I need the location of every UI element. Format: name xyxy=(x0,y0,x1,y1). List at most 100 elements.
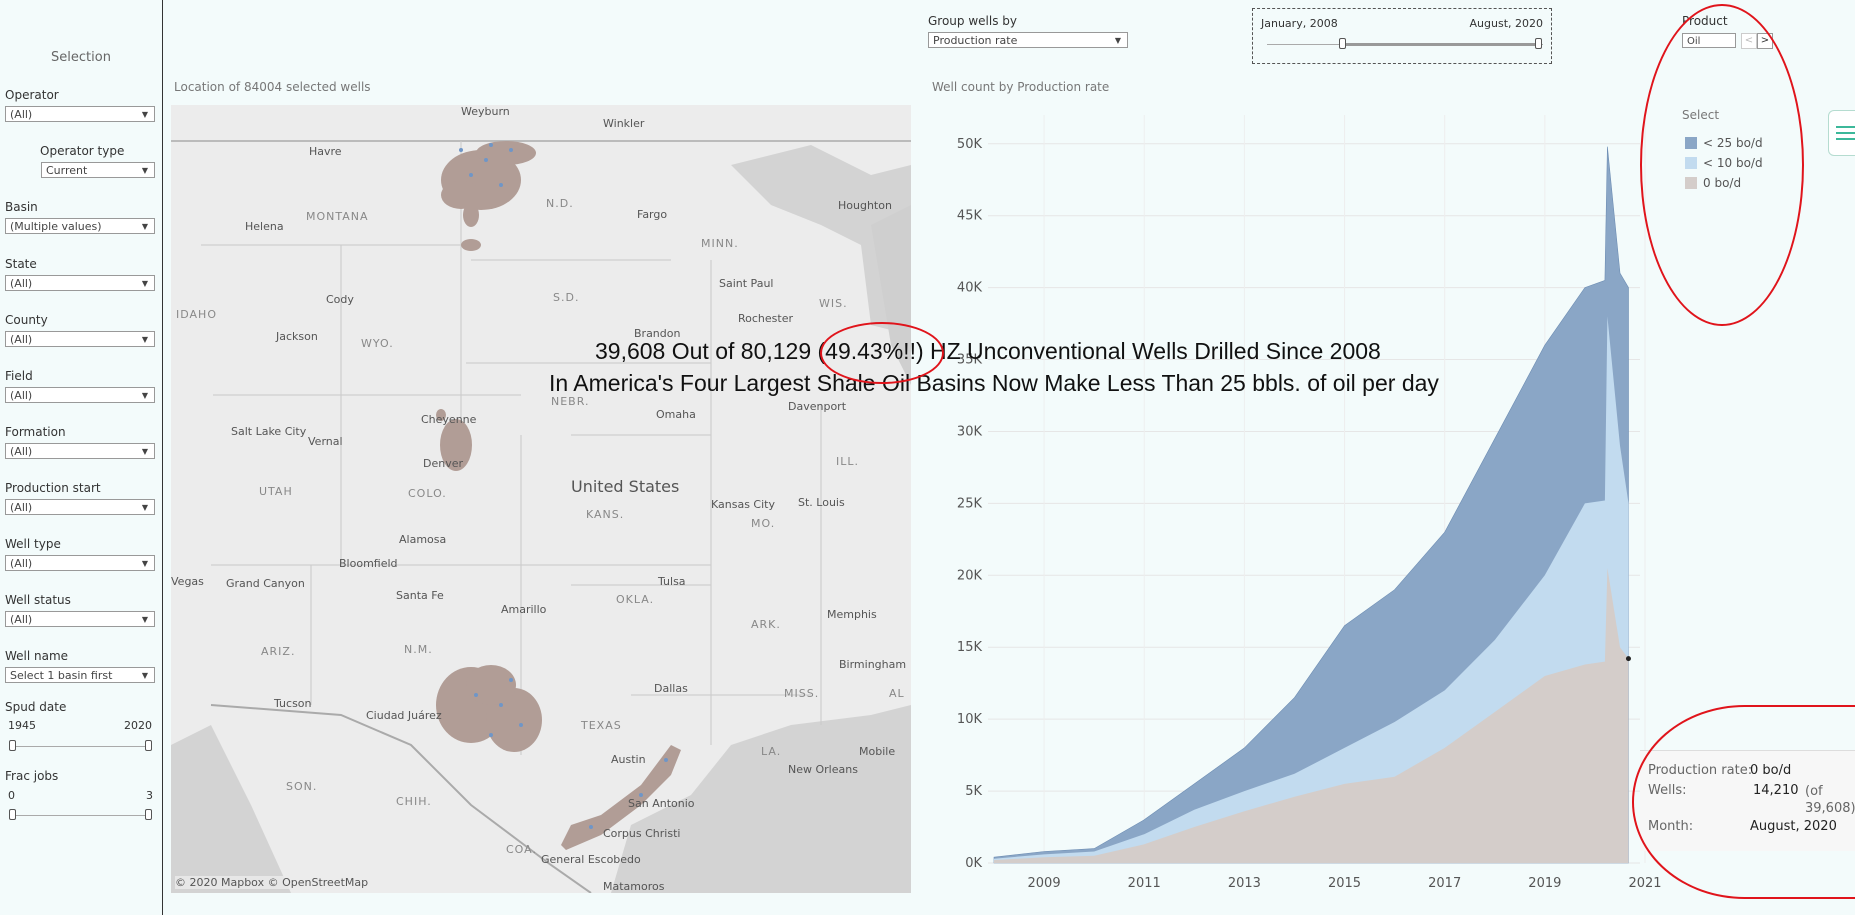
y-tick-label: 15K xyxy=(957,640,983,655)
map-label-salt-lake-city: Salt Lake City xyxy=(231,425,307,438)
x-tick-label: 2021 xyxy=(1628,876,1661,891)
map-label-mo-: MO. xyxy=(751,517,776,530)
state-value: (All) xyxy=(10,277,33,290)
map-label-miss-: MISS. xyxy=(784,687,820,700)
operator-type-label: Operator type xyxy=(40,144,125,158)
map-label-rochester: Rochester xyxy=(738,312,793,325)
frac-jobs-handle-min[interactable] xyxy=(9,809,16,820)
county-dropdown[interactable]: (All) ▼ xyxy=(5,331,155,347)
annotation-circle-tooltip xyxy=(1632,705,1855,899)
y-tick-label: 40K xyxy=(957,281,983,296)
well-status-dropdown[interactable]: (All) ▼ xyxy=(5,611,155,627)
well-status-value: (All) xyxy=(10,613,33,626)
map-label-memphis: Memphis xyxy=(827,608,877,621)
map-label-ark-: ARK. xyxy=(751,618,781,631)
map-label-united-states: United States xyxy=(571,477,680,496)
headline-line-1: 39,608 Out of 80,129 (49.43%!!) HZ Uncon… xyxy=(595,338,1381,364)
map-label-n-d-: N.D. xyxy=(546,197,574,210)
basin-dropdown[interactable]: (Multiple values) ▼ xyxy=(5,218,155,234)
date-range-handle-end[interactable] xyxy=(1535,38,1542,49)
production-start-label: Production start xyxy=(5,481,101,495)
group-wells-label: Group wells by xyxy=(928,14,1017,28)
map-label-n-m-: N.M. xyxy=(404,643,433,656)
production-start-dropdown[interactable]: (All) ▼ xyxy=(5,499,155,515)
map-label-wis-: WIS. xyxy=(819,297,848,310)
y-tick-label: 35K xyxy=(957,353,983,368)
map-label-utah: UTAH xyxy=(259,485,293,498)
spud-date-handle-max[interactable] xyxy=(145,740,152,751)
map-label-st-louis: St. Louis xyxy=(798,496,845,509)
formation-dropdown[interactable]: (All) ▼ xyxy=(5,443,155,459)
map-label-cheyenne: Cheyenne xyxy=(421,413,477,426)
field-value: (All) xyxy=(10,389,33,402)
map-label-san-antonio: San Antonio xyxy=(628,797,695,810)
map-label-ciudad-ju-rez: Ciudad Juárez xyxy=(366,709,442,722)
state-label: State xyxy=(5,257,37,271)
map-label-vernal: Vernal xyxy=(308,435,343,448)
frac-jobs-slider[interactable] xyxy=(12,815,150,816)
headline-line-2: In America's Four Largest Shale Oil Basi… xyxy=(549,370,1439,396)
spud-date-label: Spud date xyxy=(5,700,67,714)
operator-value: (All) xyxy=(10,108,33,121)
well-count-chart[interactable]: 0K 5K 10K 15K 20K 25K 30K 35K 40K 45K 50K 2009 2011 2… xyxy=(930,105,1675,895)
county-value: (All) xyxy=(10,333,33,346)
well-name-label: Well name xyxy=(5,649,69,663)
chart-plot: 0K 5K 10K 15K 20K 25K 30K 35K 40K 45K 50K 2009 2011 2… xyxy=(957,115,1662,891)
date-range-selected xyxy=(1343,43,1539,46)
date-range-start: January, 2008 xyxy=(1261,17,1338,30)
frac-jobs-handle-max[interactable] xyxy=(145,809,152,820)
chart-title: Well count by Production rate xyxy=(932,80,1110,94)
production-start-value: (All) xyxy=(10,501,33,514)
map-label-grand-canyon: Grand Canyon xyxy=(226,577,305,590)
map-label-corpus-christi: Corpus Christi xyxy=(603,827,681,840)
spud-date-max: 2020 xyxy=(124,719,152,732)
map-title: Location of 84004 selected wells xyxy=(174,80,371,94)
map-label-chih-: CHIH. xyxy=(396,795,432,808)
y-tick-label: 10K xyxy=(957,712,983,727)
map-base xyxy=(171,105,911,893)
menu-icon xyxy=(1836,126,1855,140)
state-dropdown[interactable]: (All) ▼ xyxy=(5,275,155,291)
basin-label: Basin xyxy=(5,200,38,214)
map-label-new-orleans: New Orleans xyxy=(788,763,858,776)
map-label-denver: Denver xyxy=(423,457,464,470)
map-label-cody: Cody xyxy=(326,293,354,306)
chevron-down-icon: ▼ xyxy=(141,279,148,288)
chevron-down-icon: ▼ xyxy=(141,335,148,344)
spud-date-handle-min[interactable] xyxy=(9,740,16,751)
well-name-dropdown[interactable]: Select 1 basin first ▼ xyxy=(5,667,155,683)
map-label-alamosa: Alamosa xyxy=(399,533,447,546)
map-label-son-: SON. xyxy=(286,780,318,793)
x-tick-label: 2017 xyxy=(1428,876,1461,891)
well-type-label: Well type xyxy=(5,537,61,551)
area-series--10-bo-d xyxy=(994,316,1629,863)
well-status-label: Well status xyxy=(5,593,71,607)
operator-type-dropdown[interactable]: Current ▼ xyxy=(41,162,155,178)
map-label-helena: Helena xyxy=(245,220,284,233)
group-wells-dropdown[interactable]: Production rate ▼ xyxy=(928,32,1128,48)
x-tick-label: 2009 xyxy=(1028,876,1061,891)
map-label-s-d-: S.D. xyxy=(553,291,580,304)
map-label-weyburn: Weyburn xyxy=(461,105,510,118)
map-label-bloomfield: Bloomfield xyxy=(339,557,398,570)
chevron-down-icon: ▼ xyxy=(141,222,148,231)
y-tick-label: 45K xyxy=(957,209,983,224)
date-range-handle-start[interactable] xyxy=(1339,38,1346,49)
formation-label: Formation xyxy=(5,425,66,439)
map-label-austin: Austin xyxy=(611,753,646,766)
annotation-circle-legend xyxy=(1640,4,1804,326)
wells-map[interactable]: Weyburn Winkler Havre Helena MONTANA N.D. Farg… xyxy=(171,105,911,893)
operator-label: Operator xyxy=(5,88,59,102)
well-type-dropdown[interactable]: (All) ▼ xyxy=(5,555,155,571)
map-label-montana: MONTANA xyxy=(306,210,369,223)
menu-toggle-button[interactable] xyxy=(1828,110,1855,156)
map-label-amarillo: Amarillo xyxy=(501,603,547,616)
map-label-kans-: KANS. xyxy=(586,508,625,521)
spud-date-slider[interactable] xyxy=(12,746,150,747)
map-label-nebr-: NEBR. xyxy=(551,395,590,408)
area-series-0-bo-d xyxy=(994,568,1629,863)
map-label-la-: LA. xyxy=(761,745,782,758)
operator-dropdown[interactable]: (All) ▼ xyxy=(5,106,155,122)
field-dropdown[interactable]: (All) ▼ xyxy=(5,387,155,403)
date-range-filter[interactable]: January, 2008 August, 2020 xyxy=(1252,8,1552,64)
